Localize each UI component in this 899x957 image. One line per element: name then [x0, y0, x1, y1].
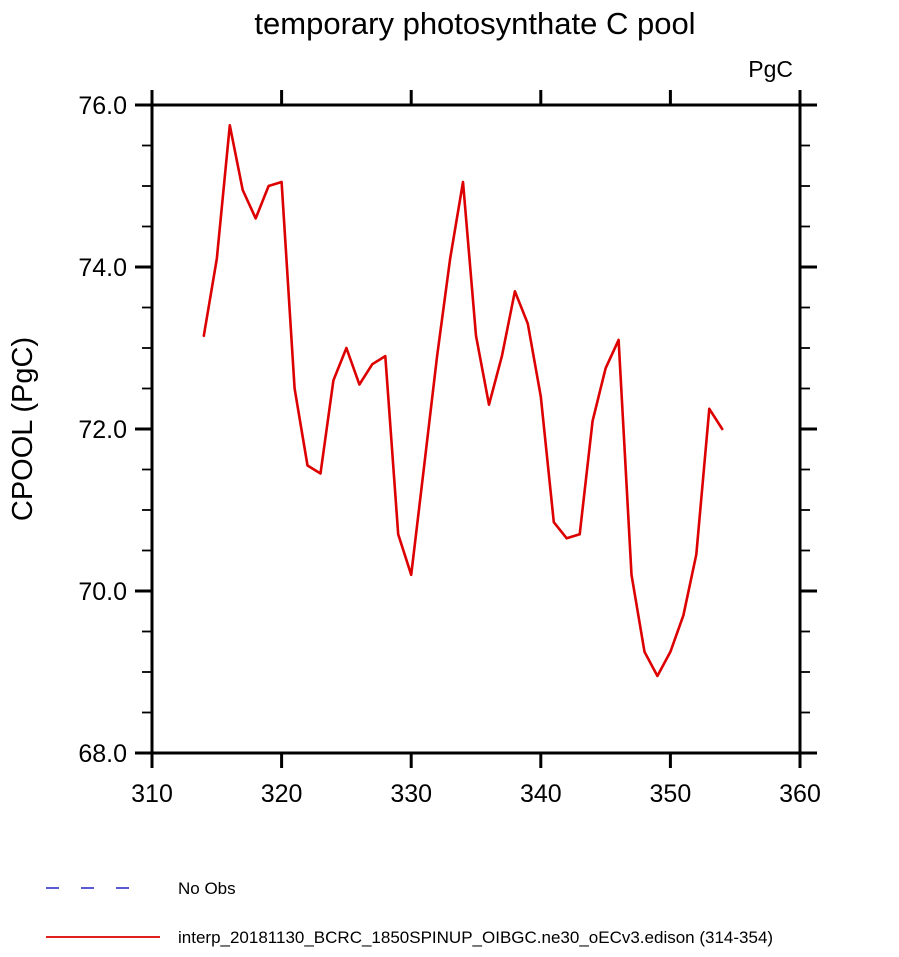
- axis-tick-labels: 310 320 330 340 350 360 68.0 70.0 72.0 74.0 76.0: [78, 92, 821, 808]
- legend: No Obs interp_20181130_BCRC_1850SPINUP_O…: [46, 879, 773, 947]
- data-series: [202, 124, 724, 678]
- y-axis-label: CPOOL (PgC): [7, 337, 39, 521]
- axis-ticks: [135, 90, 817, 768]
- x-tick-label: 360: [779, 780, 821, 808]
- series-line: [202, 124, 724, 678]
- units-label: PgC: [748, 56, 793, 82]
- y-tick-label: 74.0: [78, 254, 127, 282]
- x-tick-label: 320: [261, 780, 303, 808]
- legend-label-no-obs: No Obs: [178, 879, 236, 898]
- x-tick-label: 350: [650, 780, 692, 808]
- x-tick-label: 310: [131, 780, 173, 808]
- y-tick-label: 68.0: [78, 740, 127, 768]
- y-tick-label: 70.0: [78, 578, 127, 606]
- y-tick-label: 72.0: [78, 416, 127, 444]
- x-tick-label: 340: [520, 780, 562, 808]
- y-tick-label: 76.0: [78, 92, 127, 120]
- x-tick-label: 330: [390, 780, 432, 808]
- chart-title: temporary photosynthate C pool: [254, 6, 695, 41]
- legend-label-model-run: interp_20181130_BCRC_1850SPINUP_OIBGC.ne…: [178, 928, 773, 947]
